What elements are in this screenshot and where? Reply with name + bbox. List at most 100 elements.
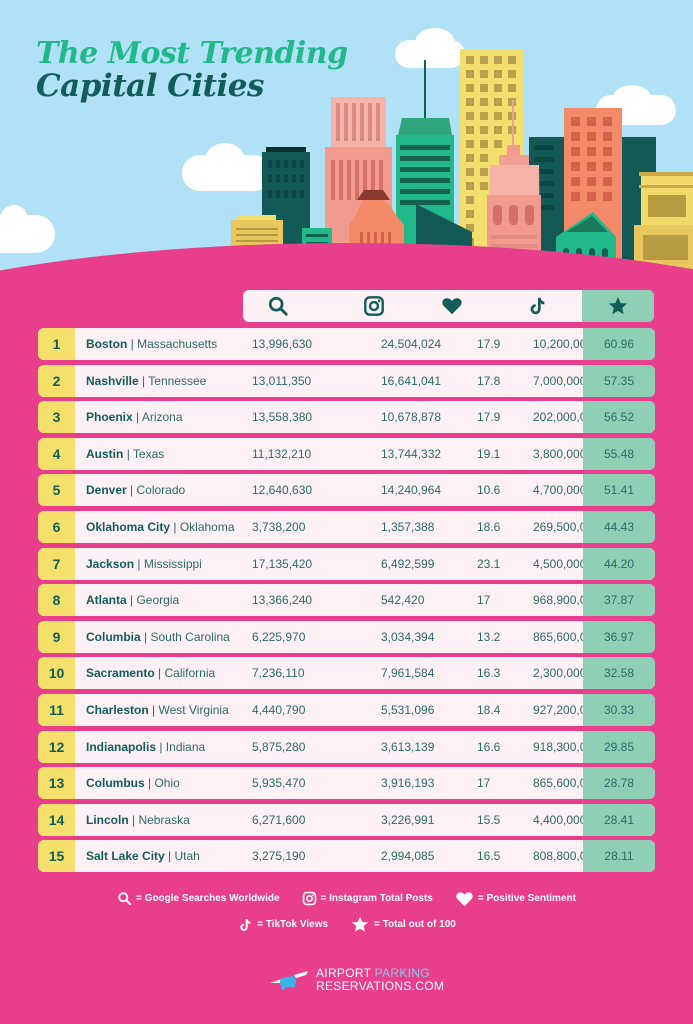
city-name: Oklahoma City bbox=[86, 519, 171, 534]
table-row: 10 Sacramento | California 7,236,110 7,9… bbox=[38, 657, 655, 690]
rank-badge: 15 bbox=[38, 840, 75, 873]
rank-badge: 9 bbox=[38, 620, 75, 653]
google-searches-cell: 5,935,470 bbox=[252, 776, 306, 791]
rank-badge: 5 bbox=[38, 474, 75, 507]
total-score-cell: 32.58 bbox=[583, 657, 655, 690]
google-searches-cell: 11,132,210 bbox=[252, 446, 312, 461]
city-cell: Boston | Massachusetts bbox=[86, 337, 217, 351]
rankings-table: 1 Boston | Massachusetts 13,996,630 24,5… bbox=[38, 328, 655, 877]
total-score-cell: 29.85 bbox=[583, 730, 655, 763]
table-row: 14 Lincoln | Nebraska 6,271,600 3,226,99… bbox=[38, 803, 655, 836]
city-cell: Atlanta | Georgia bbox=[86, 593, 179, 607]
legend-total: = Total out of 100 bbox=[350, 915, 456, 934]
rank-badge: 4 bbox=[38, 437, 75, 470]
legend-instagram: = Instagram Total Posts bbox=[302, 891, 433, 906]
state-name: | Georgia bbox=[130, 593, 180, 608]
instagram-icon bbox=[302, 891, 316, 906]
sentiment-cell: 15.5 bbox=[477, 812, 501, 827]
table-row: 4 Austin | Texas 11,132,210 13,744,332 1… bbox=[38, 437, 655, 470]
title-line-1: The Most Trending bbox=[36, 36, 348, 71]
table-row: 2 Nashville | Tennessee 13,011,350 16,64… bbox=[38, 364, 655, 397]
page-title: The Most Trending Capital Cities bbox=[36, 38, 348, 102]
google-searches-cell: 4,440,790 bbox=[252, 702, 306, 717]
total-score-cell: 37.87 bbox=[583, 584, 655, 617]
table-row: 12 Indianapolis | Indiana 5,875,280 3,61… bbox=[38, 730, 655, 763]
city-cell: Sacramento | California bbox=[86, 666, 215, 680]
instagram-posts-cell: 2,994,085 bbox=[381, 849, 435, 864]
legend-row-2: = TikTok Views = Total out of 100 bbox=[0, 915, 693, 934]
legend-label: = TikTok Views bbox=[257, 919, 329, 930]
google-searches-cell: 13,366,240 bbox=[252, 593, 313, 608]
cloud-decoration bbox=[0, 205, 28, 233]
state-name: | Nebraska bbox=[132, 812, 190, 827]
instagram-posts-cell: 542,420 bbox=[381, 593, 425, 608]
google-searches-cell: 13,996,630 bbox=[252, 337, 313, 351]
logo-word-airport: AIRPORT bbox=[316, 966, 375, 980]
legend-label: = Google Searches Worldwide bbox=[136, 893, 280, 904]
logo-word-parking: PARKING bbox=[374, 966, 430, 980]
total-score-cell: 55.48 bbox=[583, 437, 655, 470]
star-icon bbox=[608, 296, 628, 315]
table-row: 9 Columbia | South Carolina 6,225,970 3,… bbox=[38, 620, 655, 653]
state-name: | Indiana bbox=[159, 739, 206, 754]
city-name: Sacramento bbox=[86, 666, 155, 681]
instagram-posts-cell: 14,240,964 bbox=[381, 483, 442, 498]
instagram-posts-cell: 3,916,193 bbox=[381, 776, 435, 791]
city-cell: Austin | Texas bbox=[86, 447, 164, 461]
search-icon bbox=[118, 892, 132, 906]
state-name: | Colorado bbox=[130, 483, 186, 498]
city-cell: Phoenix | Arizona bbox=[86, 410, 183, 424]
sentiment-cell: 17.8 bbox=[477, 373, 501, 388]
city-name: Phoenix bbox=[86, 410, 133, 425]
legend-sentiment: = Positive Sentiment bbox=[455, 890, 576, 907]
rank-badge: 2 bbox=[38, 364, 75, 397]
city-name: Charleston bbox=[86, 702, 149, 717]
column-header-bar bbox=[243, 290, 654, 322]
instagram-posts-cell: 10,678,878 bbox=[381, 410, 442, 425]
sentiment-cell: 18.4 bbox=[477, 702, 501, 717]
table-row: 15 Salt Lake City | Utah 3,275,190 2,994… bbox=[38, 840, 655, 873]
legend-label: = Total out of 100 bbox=[374, 919, 456, 930]
instagram-posts-cell: 13,744,332 bbox=[381, 446, 442, 461]
logo-text: AIRPORT PARKING RESERVATIONS.COM bbox=[316, 967, 444, 993]
legend-label: = Positive Sentiment bbox=[477, 893, 576, 904]
city-cell: Oklahoma City | Oklahoma bbox=[86, 520, 235, 534]
google-searches-cell: 12,640,630 bbox=[252, 483, 313, 498]
instagram-posts-cell: 24,504,024 bbox=[381, 337, 442, 351]
state-name: | Massachusetts bbox=[130, 337, 218, 351]
city-name: Columbus bbox=[86, 776, 145, 791]
title-line-2: Capital Cities bbox=[36, 67, 264, 104]
logo-word-reservations: RESERVATIONS.COM bbox=[316, 979, 445, 993]
instagram-posts-cell: 3,226,991 bbox=[381, 812, 435, 827]
state-name: | West Virginia bbox=[152, 702, 229, 717]
google-searches-cell: 3,275,190 bbox=[252, 849, 306, 864]
sentiment-cell: 10.6 bbox=[477, 483, 501, 498]
heart-icon bbox=[442, 298, 462, 315]
tiktok-icon bbox=[240, 918, 251, 931]
state-name: | Arizona bbox=[136, 410, 183, 425]
google-searches-cell: 3,738,200 bbox=[252, 519, 306, 534]
table-row: 5 Denver | Colorado 12,640,630 14,240,96… bbox=[38, 474, 655, 507]
total-score-cell: 28.41 bbox=[583, 803, 655, 836]
rank-badge: 8 bbox=[38, 584, 75, 617]
city-cell: Nashville | Tennessee bbox=[86, 374, 206, 388]
brand-logo: AIRPORT PARKING RESERVATIONS.COM bbox=[268, 967, 444, 993]
rank-badge: 14 bbox=[38, 803, 75, 836]
sentiment-cell: 16.3 bbox=[477, 666, 501, 681]
city-cell: Indianapolis | Indiana bbox=[86, 740, 205, 754]
city-cell: Salt Lake City | Utah bbox=[86, 849, 200, 863]
table-row: 6 Oklahoma City | Oklahoma 3,738,200 1,3… bbox=[38, 510, 655, 543]
sentiment-cell: 18.6 bbox=[477, 519, 501, 534]
instagram-posts-cell: 5,531,096 bbox=[381, 702, 435, 717]
city-name: Denver bbox=[86, 483, 127, 498]
total-column-header bbox=[582, 290, 654, 322]
rank-badge: 1 bbox=[38, 328, 75, 360]
total-score-cell: 57.35 bbox=[583, 364, 655, 397]
google-searches-cell: 13,558,380 bbox=[252, 410, 313, 425]
table-row: 1 Boston | Massachusetts 13,996,630 24,5… bbox=[38, 328, 655, 360]
legend-row-1: = Google Searches Worldwide = Instagram … bbox=[0, 890, 693, 907]
state-name: | South Carolina bbox=[144, 629, 230, 644]
city-name: Lincoln bbox=[86, 812, 129, 827]
instagram-icon bbox=[364, 296, 384, 316]
